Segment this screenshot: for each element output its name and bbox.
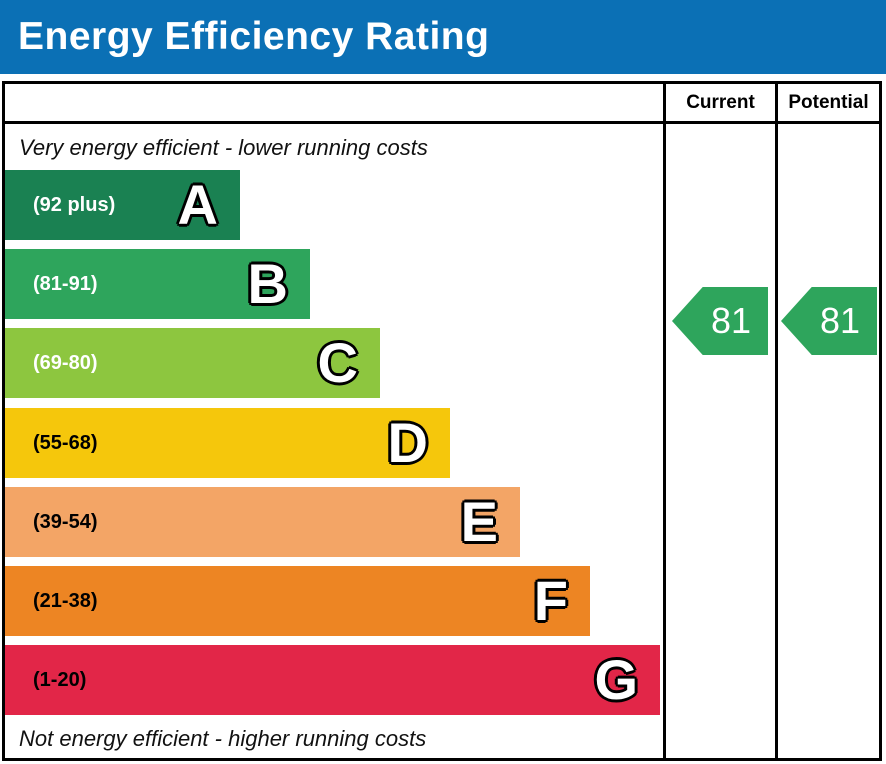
current-column-header: Current xyxy=(686,92,755,113)
potential-rating-arrow: 81 xyxy=(781,287,877,355)
band-a-letter: A xyxy=(177,173,218,236)
potential-column-divider xyxy=(775,84,778,758)
rating-table: Current Potential Very energy efficient … xyxy=(2,81,882,761)
band-f: (21-38) F xyxy=(5,566,590,636)
band-g-range: (1-20) xyxy=(33,668,87,691)
band-g: (1-20) G xyxy=(5,645,660,715)
band-b-letter: B xyxy=(247,252,288,315)
band-f-letter: F xyxy=(533,569,568,632)
current-column-divider xyxy=(663,84,666,758)
band-e-range: (39-54) xyxy=(33,510,98,533)
potential-column-header: Potential xyxy=(788,92,869,113)
band-e: (39-54) E xyxy=(5,487,520,557)
band-c: (69-80) C xyxy=(5,328,380,398)
title-bar: Energy Efficiency Rating xyxy=(0,0,886,74)
band-d-range: (55-68) xyxy=(33,431,98,454)
header-row-divider xyxy=(5,121,879,124)
bottom-note: Not energy efficient - higher running co… xyxy=(19,726,427,751)
band-c-letter: C xyxy=(317,331,358,394)
page-title: Energy Efficiency Rating xyxy=(18,15,490,58)
band-f-range: (21-38) xyxy=(33,589,98,612)
band-b-range: (81-91) xyxy=(33,272,98,295)
current-rating-value: 81 xyxy=(710,300,752,341)
potential-rating-value: 81 xyxy=(819,300,861,341)
top-note: Very energy efficient - lower running co… xyxy=(19,135,428,160)
band-d: (55-68) D xyxy=(5,408,450,478)
current-rating-arrow: 81 xyxy=(672,287,768,355)
band-g-letter: G xyxy=(594,648,638,711)
band-b: (81-91) B xyxy=(5,249,310,319)
band-a: (92 plus) A xyxy=(5,170,240,240)
band-e-letter: E xyxy=(460,490,498,553)
band-c-range: (69-80) xyxy=(33,351,98,374)
band-d-letter: D xyxy=(387,411,428,474)
band-a-range: (92 plus) xyxy=(33,193,116,216)
